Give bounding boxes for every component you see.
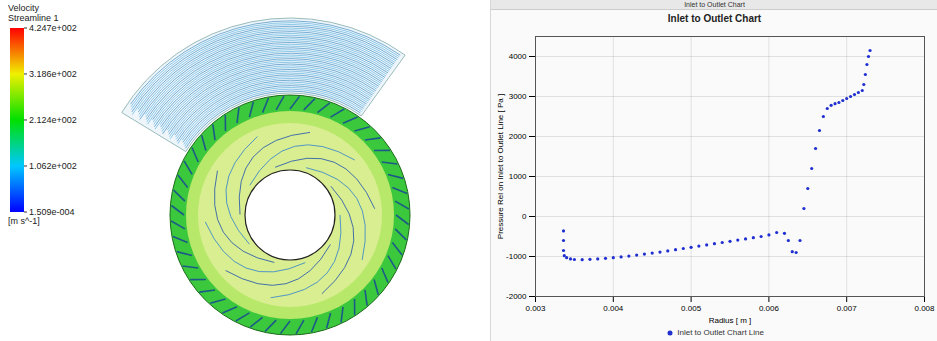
html-text:Inlet to Outlet Chart: Inlet to Outlet Chart <box>684 1 745 8</box>
svg-text:[m s^-1]: [m s^-1] <box>8 216 40 226</box>
svg-text:0.008: 0.008 <box>914 304 935 313</box>
svg-text:4.247e+002: 4.247e+002 <box>29 23 77 33</box>
svg-text:1.509e-004: 1.509e-004 <box>29 207 75 217</box>
svg-text:0.003: 0.003 <box>525 304 546 313</box>
svg-text:1000: 1000 <box>509 172 527 181</box>
html-text:Inlet to Outlet Chart: Inlet to Outlet Chart <box>667 13 762 24</box>
svg-text:4000: 4000 <box>509 52 527 61</box>
svg-text:Velocity: Velocity <box>8 3 40 13</box>
svg-text:Radius [ m ]: Radius [ m ] <box>709 316 752 325</box>
svg-text:2.124e+002: 2.124e+002 <box>29 115 77 125</box>
svg-text:2000: 2000 <box>509 132 527 141</box>
svg-text:3000: 3000 <box>509 92 527 101</box>
svg-text:1.062e+002: 1.062e+002 <box>29 161 77 171</box>
svg-text:0.006: 0.006 <box>759 304 780 313</box>
svg-text:0.004: 0.004 <box>603 304 624 313</box>
svg-text:-2000: -2000 <box>506 292 527 301</box>
svg-text:0.005: 0.005 <box>681 304 702 313</box>
svg-text:-1000: -1000 <box>506 252 527 261</box>
svg-text:0.007: 0.007 <box>837 304 858 313</box>
svg-text:Streamline 1: Streamline 1 <box>8 13 59 23</box>
svg-text:3.186e+002: 3.186e+002 <box>29 69 77 79</box>
svg-text:Pressure Rel on Inlet to Outle: Pressure Rel on Inlet to Outlet Line [ P… <box>496 94 505 239</box>
html-text:Inlet to Outlet Chart Line: Inlet to Outlet Chart Line <box>675 328 764 337</box>
svg-text:0: 0 <box>522 212 527 221</box>
